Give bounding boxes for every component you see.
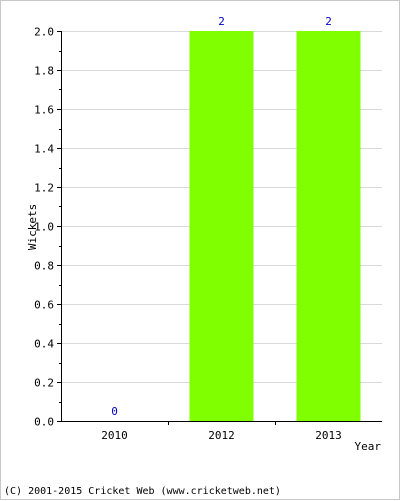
x-tick-label: 2012 [208,429,235,442]
bar-value-label: 0 [111,405,118,418]
y-tick-label: 1.0 [34,221,54,234]
y-tick-label: 2.0 [34,26,54,39]
y-tick-label: 0.0 [34,416,54,429]
bar [296,31,361,421]
labels: 0.0 0.2 0.4 0.6 0.8 1.0 1.2 1.4 1.6 1.8 2.0 0 2010 2 2… [34,15,342,442]
y-tick-label: 0.4 [34,338,54,351]
y-tick-label: 1.2 [34,182,54,195]
copyright-footer: (C) 2001-2015 Cricket Web (www.cricketwe… [4,486,281,497]
y-tick-label: 0.6 [34,299,54,312]
bar-value-label: 2 [325,15,332,28]
y-tick-label: 1.4 [34,143,54,156]
y-axis-title: Wickets [26,204,39,250]
bars [189,31,361,421]
y-tick-label: 1.6 [34,104,54,117]
y-tick-label: 0.8 [34,260,54,273]
y-tick-label: 0.2 [34,377,54,390]
axes [57,31,382,425]
x-tick-label: 2013 [315,429,342,442]
x-axis-title: Year [355,440,382,453]
bar [189,31,254,421]
y-tick-label: 1.8 [34,65,54,78]
x-tick-label: 2010 [101,429,128,442]
bar-value-label: 2 [218,15,225,28]
